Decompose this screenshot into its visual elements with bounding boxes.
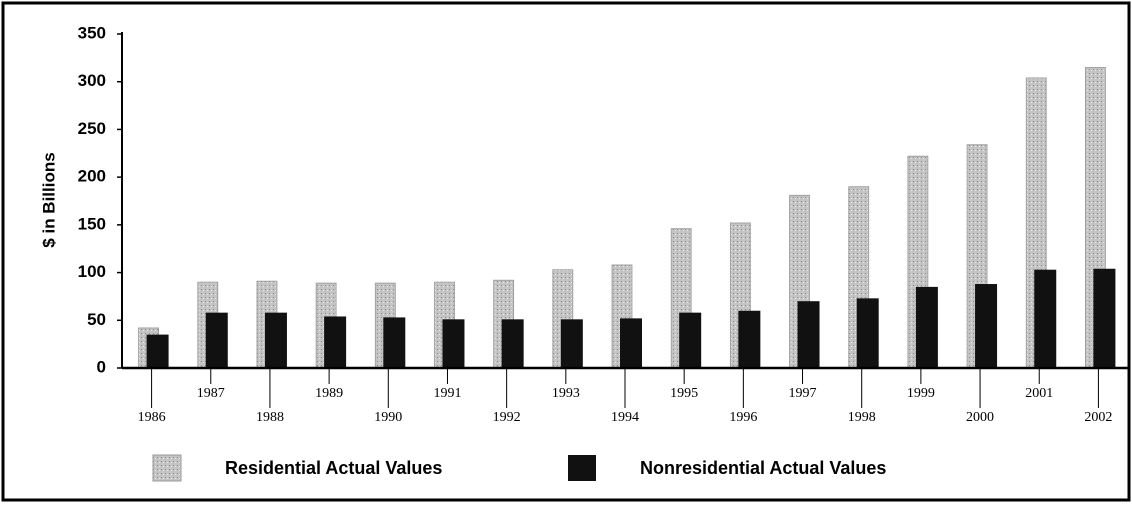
bar — [324, 316, 347, 368]
y-tick-label: 0 — [97, 357, 106, 376]
x-tick-label: 2002 — [1084, 410, 1112, 425]
bar — [1034, 269, 1057, 368]
legend-label: Residential Actual Values — [225, 458, 442, 478]
x-tick-label: 1998 — [848, 410, 876, 425]
bar — [1093, 268, 1116, 368]
x-tick-label: 1992 — [493, 410, 521, 425]
x-tick-label: 2001 — [1025, 386, 1053, 401]
y-tick-label: 50 — [87, 310, 106, 329]
x-tick-label: 1995 — [670, 386, 698, 401]
x-tick-label: 2000 — [966, 410, 994, 425]
bar — [797, 301, 820, 368]
bar — [738, 310, 761, 368]
x-tick-label: 1990 — [374, 410, 402, 425]
bar — [205, 312, 228, 368]
legend-swatch — [152, 454, 182, 482]
bar — [915, 286, 938, 368]
bar — [146, 334, 169, 368]
x-tick-label: 1999 — [907, 386, 935, 401]
x-tick-label: 1996 — [729, 410, 757, 425]
x-tick-label: 1989 — [315, 386, 343, 401]
x-tick-label: 1991 — [433, 386, 461, 401]
y-tick-label: 250 — [78, 119, 106, 138]
bar — [501, 319, 524, 368]
y-tick-label: 100 — [78, 262, 106, 281]
y-tick-label: 350 — [78, 23, 106, 42]
bar — [560, 319, 583, 368]
x-tick-label: 1994 — [611, 410, 639, 425]
y-tick-label: 300 — [78, 71, 106, 90]
bar — [856, 298, 879, 368]
bar — [383, 317, 406, 368]
x-tick-label: 1997 — [789, 386, 817, 401]
y-tick-label: 200 — [78, 167, 106, 186]
y-axis-label: $ in Billions — [39, 152, 58, 247]
y-tick-label: 150 — [78, 214, 106, 233]
x-tick-label: 1987 — [197, 386, 225, 401]
x-tick-label: 1986 — [138, 410, 166, 425]
legend-swatch — [568, 455, 596, 481]
bar — [264, 312, 287, 368]
bar — [620, 318, 642, 368]
bar — [442, 319, 465, 368]
x-tick-label: 1993 — [552, 386, 580, 401]
bar — [975, 284, 998, 368]
legend-label: Nonresidential Actual Values — [640, 458, 886, 478]
x-tick-label: 1988 — [256, 410, 284, 425]
bar — [679, 312, 702, 368]
